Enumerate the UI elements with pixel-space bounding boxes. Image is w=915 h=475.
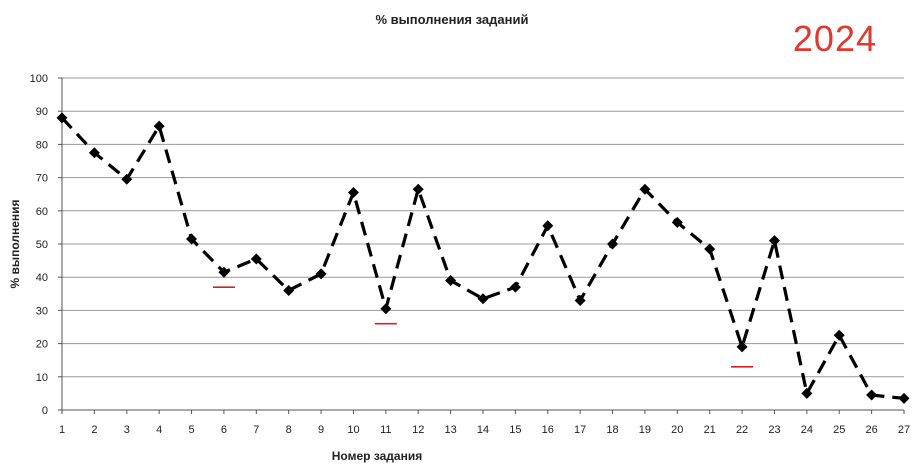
data-point-marker: [186, 233, 198, 245]
chart-title: % выполнения заданий: [376, 12, 529, 27]
data-point-marker: [671, 216, 683, 228]
x-tick-label: 23: [768, 424, 780, 436]
data-point-marker: [347, 187, 359, 199]
data-point-marker: [218, 266, 230, 278]
x-tick-label: 13: [444, 424, 456, 436]
x-tick-label: 3: [124, 424, 130, 436]
data-point-marker: [56, 112, 68, 124]
y-tick-label: 70: [36, 173, 48, 185]
x-axis-label: Номер задания: [332, 449, 422, 463]
data-point-marker: [833, 329, 845, 341]
x-tick-label: 8: [286, 424, 292, 436]
x-tick-label: 2: [91, 424, 97, 436]
data-point-marker: [121, 173, 133, 185]
x-tick-label: 6: [221, 424, 227, 436]
x-tick-labels: 1 2 3 4 5 6 7 8 9 10 11 12 13 14 15 16 17 18 19 20 21 22 23 24 2…: [59, 424, 910, 436]
data-point-marker: [898, 392, 910, 404]
x-tick-label: 14: [477, 424, 489, 436]
x-tick-label: 26: [865, 424, 877, 436]
y-tick-labels: 0 10 20 30 40 50 60 70 80 90 100: [30, 73, 48, 417]
y-tick-label: 30: [36, 305, 48, 317]
x-tick-label: 1: [59, 424, 65, 436]
x-tick-label: 21: [704, 424, 716, 436]
y-tick-label: 100: [30, 73, 48, 85]
annotations: [212, 286, 754, 368]
year-label: 2024: [792, 18, 877, 59]
x-tick-label: 15: [509, 424, 521, 436]
x-tick-label: 5: [188, 424, 194, 436]
series: [56, 112, 910, 404]
y-tick-label: 60: [36, 206, 48, 218]
x-tick-label: 9: [318, 424, 324, 436]
data-point-marker: [315, 268, 327, 280]
axes: [58, 77, 905, 414]
y-tick-label: 40: [36, 272, 48, 284]
gridlines: [62, 77, 904, 411]
y-tick-label: 0: [42, 405, 48, 417]
x-tick-label: 4: [156, 424, 162, 436]
data-point-marker: [639, 183, 651, 195]
data-point-marker: [477, 293, 489, 305]
data-point-marker: [704, 243, 716, 255]
data-point-marker: [380, 303, 392, 315]
data-point-marker: [153, 120, 165, 132]
y-tick-label: 10: [36, 372, 48, 384]
x-tick-label: 10: [347, 424, 359, 436]
data-point-marker: [866, 389, 878, 401]
data-point-marker: [412, 183, 424, 195]
y-axis-label: % выполнения: [8, 199, 22, 288]
x-tick-label: 12: [412, 424, 424, 436]
data-point-marker: [736, 341, 748, 353]
data-point-marker: [445, 275, 457, 287]
series-line: [60, 116, 905, 400]
data-point-marker: [88, 147, 100, 159]
data-point-marker: [509, 281, 521, 293]
data-point-marker: [768, 235, 780, 247]
x-tick-label: 20: [671, 424, 683, 436]
y-tick-label: 20: [36, 339, 48, 351]
data-point-marker: [607, 238, 619, 250]
x-tick-label: 18: [606, 424, 618, 436]
data-point-marker: [283, 284, 295, 296]
x-tick-label: 27: [898, 424, 910, 436]
x-tick-label: 24: [801, 424, 813, 436]
y-tick-label: 50: [36, 239, 48, 251]
x-tick-label: 25: [833, 424, 845, 436]
x-tick-label: 7: [253, 424, 259, 436]
y-tick-label: 80: [36, 139, 48, 151]
data-point-marker: [801, 387, 813, 399]
x-tick-label: 16: [542, 424, 554, 436]
data-point-marker: [250, 253, 262, 265]
x-tick-label: 11: [380, 424, 391, 436]
data-point-marker: [542, 220, 554, 232]
x-tick-label: 17: [574, 424, 586, 436]
y-tick-label: 90: [36, 106, 48, 118]
data-point-marker: [574, 294, 586, 306]
x-tick-label: 19: [639, 424, 651, 436]
x-tick-label: 22: [736, 424, 748, 436]
